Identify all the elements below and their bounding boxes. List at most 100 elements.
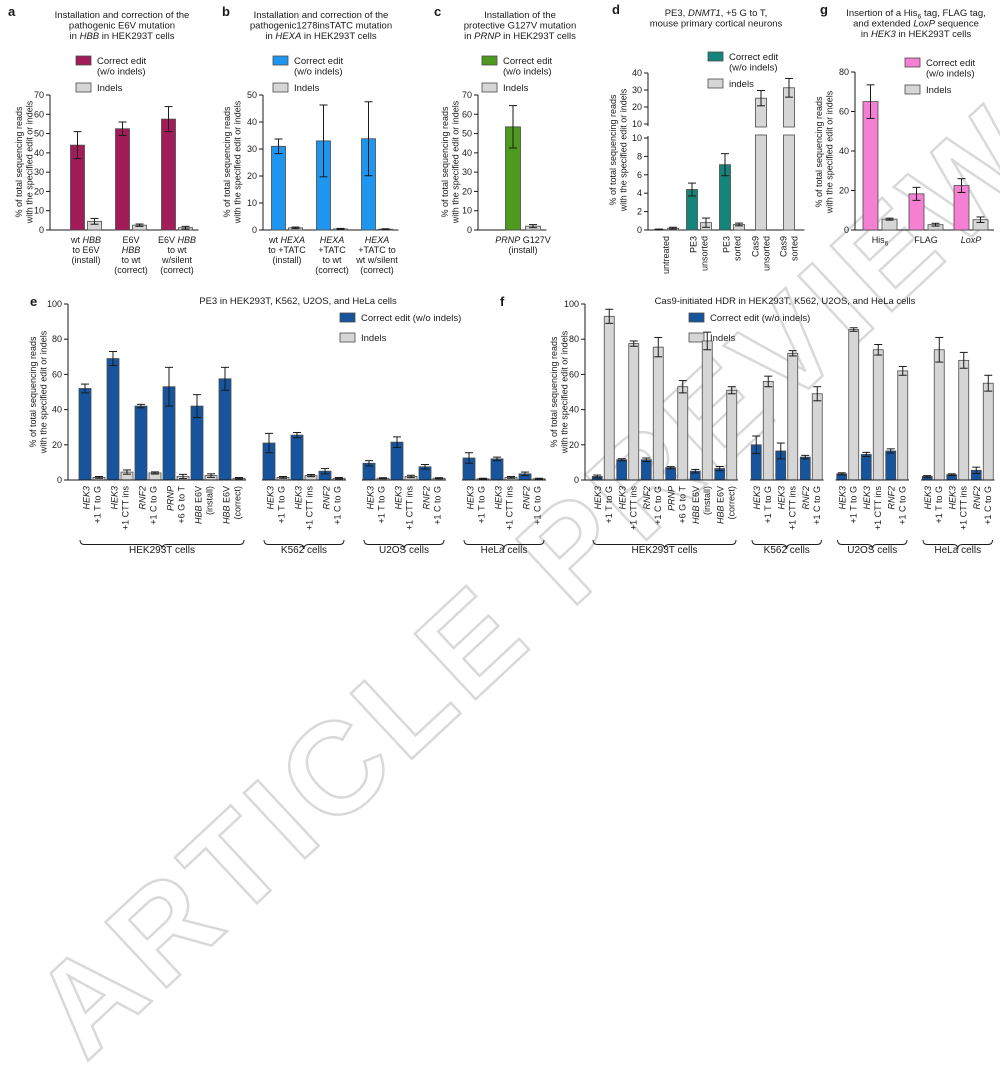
y-tick-label: 6 [637, 170, 642, 180]
x-category-label: HEK3 [466, 486, 476, 510]
x-category-label: RNF2 [522, 486, 532, 510]
y-tick-label: 50 [462, 129, 472, 139]
x-category-label: +TATC [318, 245, 346, 255]
panel-b: b Installation and correction of thepatho… [222, 4, 399, 275]
x-category-label: HEK3 [266, 486, 276, 510]
x-category-label: (install) [272, 255, 301, 265]
x-category-label: RNF2 [322, 486, 332, 510]
x-category-label: wt HEXA [268, 235, 305, 245]
x-category-label: PRNP G127V [495, 235, 551, 245]
x-category-label: HEK3 [776, 486, 786, 510]
legend-label: Indels [97, 83, 123, 94]
figure: a Installation and correction of the patho… [8, 2, 995, 554]
x-category-label: HEK3 [947, 486, 957, 510]
y-tick-label: 0 [844, 225, 849, 235]
x-category-label: PE3 [722, 236, 732, 253]
x-category-label: HBB E6V [222, 486, 232, 524]
x-category-label: HEK3 [593, 486, 603, 510]
x-category-label: HBB E6V [715, 486, 725, 524]
x-category-label: HEK3 [837, 486, 847, 510]
y-axis-label: with the specified edit or indels [39, 330, 49, 454]
y-tick-label: 10 [632, 133, 642, 143]
legend-swatch-correct [272, 55, 289, 66]
panel-title-line: Installation and correction of the [55, 10, 190, 21]
x-category-label: +1 C to G [897, 486, 907, 525]
bar-indels [787, 352, 799, 481]
x-category-label: HEK3 [494, 486, 504, 510]
x-category-label: (install) [205, 486, 215, 515]
x-category-label: (correct) [315, 265, 349, 275]
legend-swatch-correct [75, 55, 92, 66]
x-category-label: HEK3 [366, 486, 376, 510]
y-tick-label: 20 [34, 186, 44, 196]
group-brace [79, 539, 245, 550]
y-tick-label: 80 [52, 334, 62, 344]
y-tick-label: 10 [632, 119, 642, 129]
x-category-label: RNF2 [422, 486, 432, 510]
legend-label: Correct edit [926, 58, 975, 69]
x-category-label: RNF2 [801, 486, 811, 510]
legend-swatch-correct [707, 51, 724, 62]
legend-swatch-indels [75, 82, 92, 93]
x-category-label: PRNP [666, 486, 676, 511]
bar-correct [860, 454, 872, 481]
y-axis-label: % of total sequencing reads [814, 96, 824, 208]
x-category-label: HBB [122, 245, 141, 255]
panel-f: f Cas9-initiated HDR in HEK293T, K562, U2… [500, 294, 995, 554]
legend-label: Indels [503, 83, 529, 94]
y-tick-label: 70 [462, 90, 472, 100]
x-category-label: +1 C to G [333, 486, 343, 525]
bar-indels [881, 218, 898, 231]
bar-indels [811, 393, 823, 481]
x-category-label: to E6V [72, 245, 99, 255]
y-tick-label: 20 [462, 186, 472, 196]
panel-letter: d [612, 2, 620, 17]
group-label: HEK293T cells [129, 545, 195, 554]
y-tick-label: 40 [632, 68, 642, 78]
x-category-label: untreated [661, 236, 671, 274]
x-category-label: +6 G to T [677, 486, 687, 524]
y-tick-label: 60 [462, 109, 472, 119]
x-category-label: w/silent [161, 255, 193, 265]
panel-title-line: Cas9-initiated HDR in HEK293T, K562, U2O… [655, 296, 916, 307]
panel-title-line: pathogenic E6V mutation [69, 21, 175, 32]
bar-correct [271, 145, 286, 231]
x-category-label: Cas9 [751, 236, 761, 257]
bar-correct [134, 405, 148, 481]
x-category-label: +1 CTT ins [405, 486, 415, 531]
panel-title-line: Installation of the [484, 10, 556, 21]
x-category-label: HEK3 [617, 486, 627, 510]
legend-swatch-correct [904, 57, 921, 68]
x-category-label: +6 G to T [177, 486, 187, 524]
y-tick-label: 40 [839, 146, 849, 156]
legend-label: Correct edit [503, 56, 552, 67]
y-tick-label: 40 [247, 117, 257, 127]
bar-correct [78, 388, 92, 481]
x-category-label: (install) [702, 486, 712, 515]
x-category-label: +1 T to G [934, 486, 944, 523]
x-category-label: RNF2 [642, 486, 652, 510]
group-brace [837, 539, 908, 550]
x-category-label: Cas9 [779, 236, 789, 257]
x-category-label: RNF2 [886, 486, 896, 510]
x-category-label: +1 C to G [433, 486, 443, 525]
legend-label: (w/o indels) [97, 67, 146, 78]
bar-indels [726, 389, 738, 481]
y-axis-label: % of total sequencing reads [549, 336, 559, 448]
group-brace [751, 539, 822, 550]
y-tick-label: 30 [462, 167, 472, 177]
y-tick-label: 40 [34, 148, 44, 158]
legend-swatch-indels [481, 82, 498, 93]
bar-indels [848, 329, 860, 481]
legend-label: (w/o indels) [294, 67, 343, 78]
legend-label: (w/o indels) [503, 67, 552, 78]
x-category-label: HBB E6V [194, 486, 204, 524]
panel-title-line: in HBB in HEK293T cells [70, 31, 175, 42]
x-category-label: LoxP [961, 235, 982, 245]
y-tick-label: 10 [247, 198, 257, 208]
x-category-label: +1 C to G [533, 486, 543, 525]
bar-indels [897, 370, 909, 481]
y-tick-label: 10 [34, 206, 44, 216]
bar-correct [862, 101, 879, 231]
